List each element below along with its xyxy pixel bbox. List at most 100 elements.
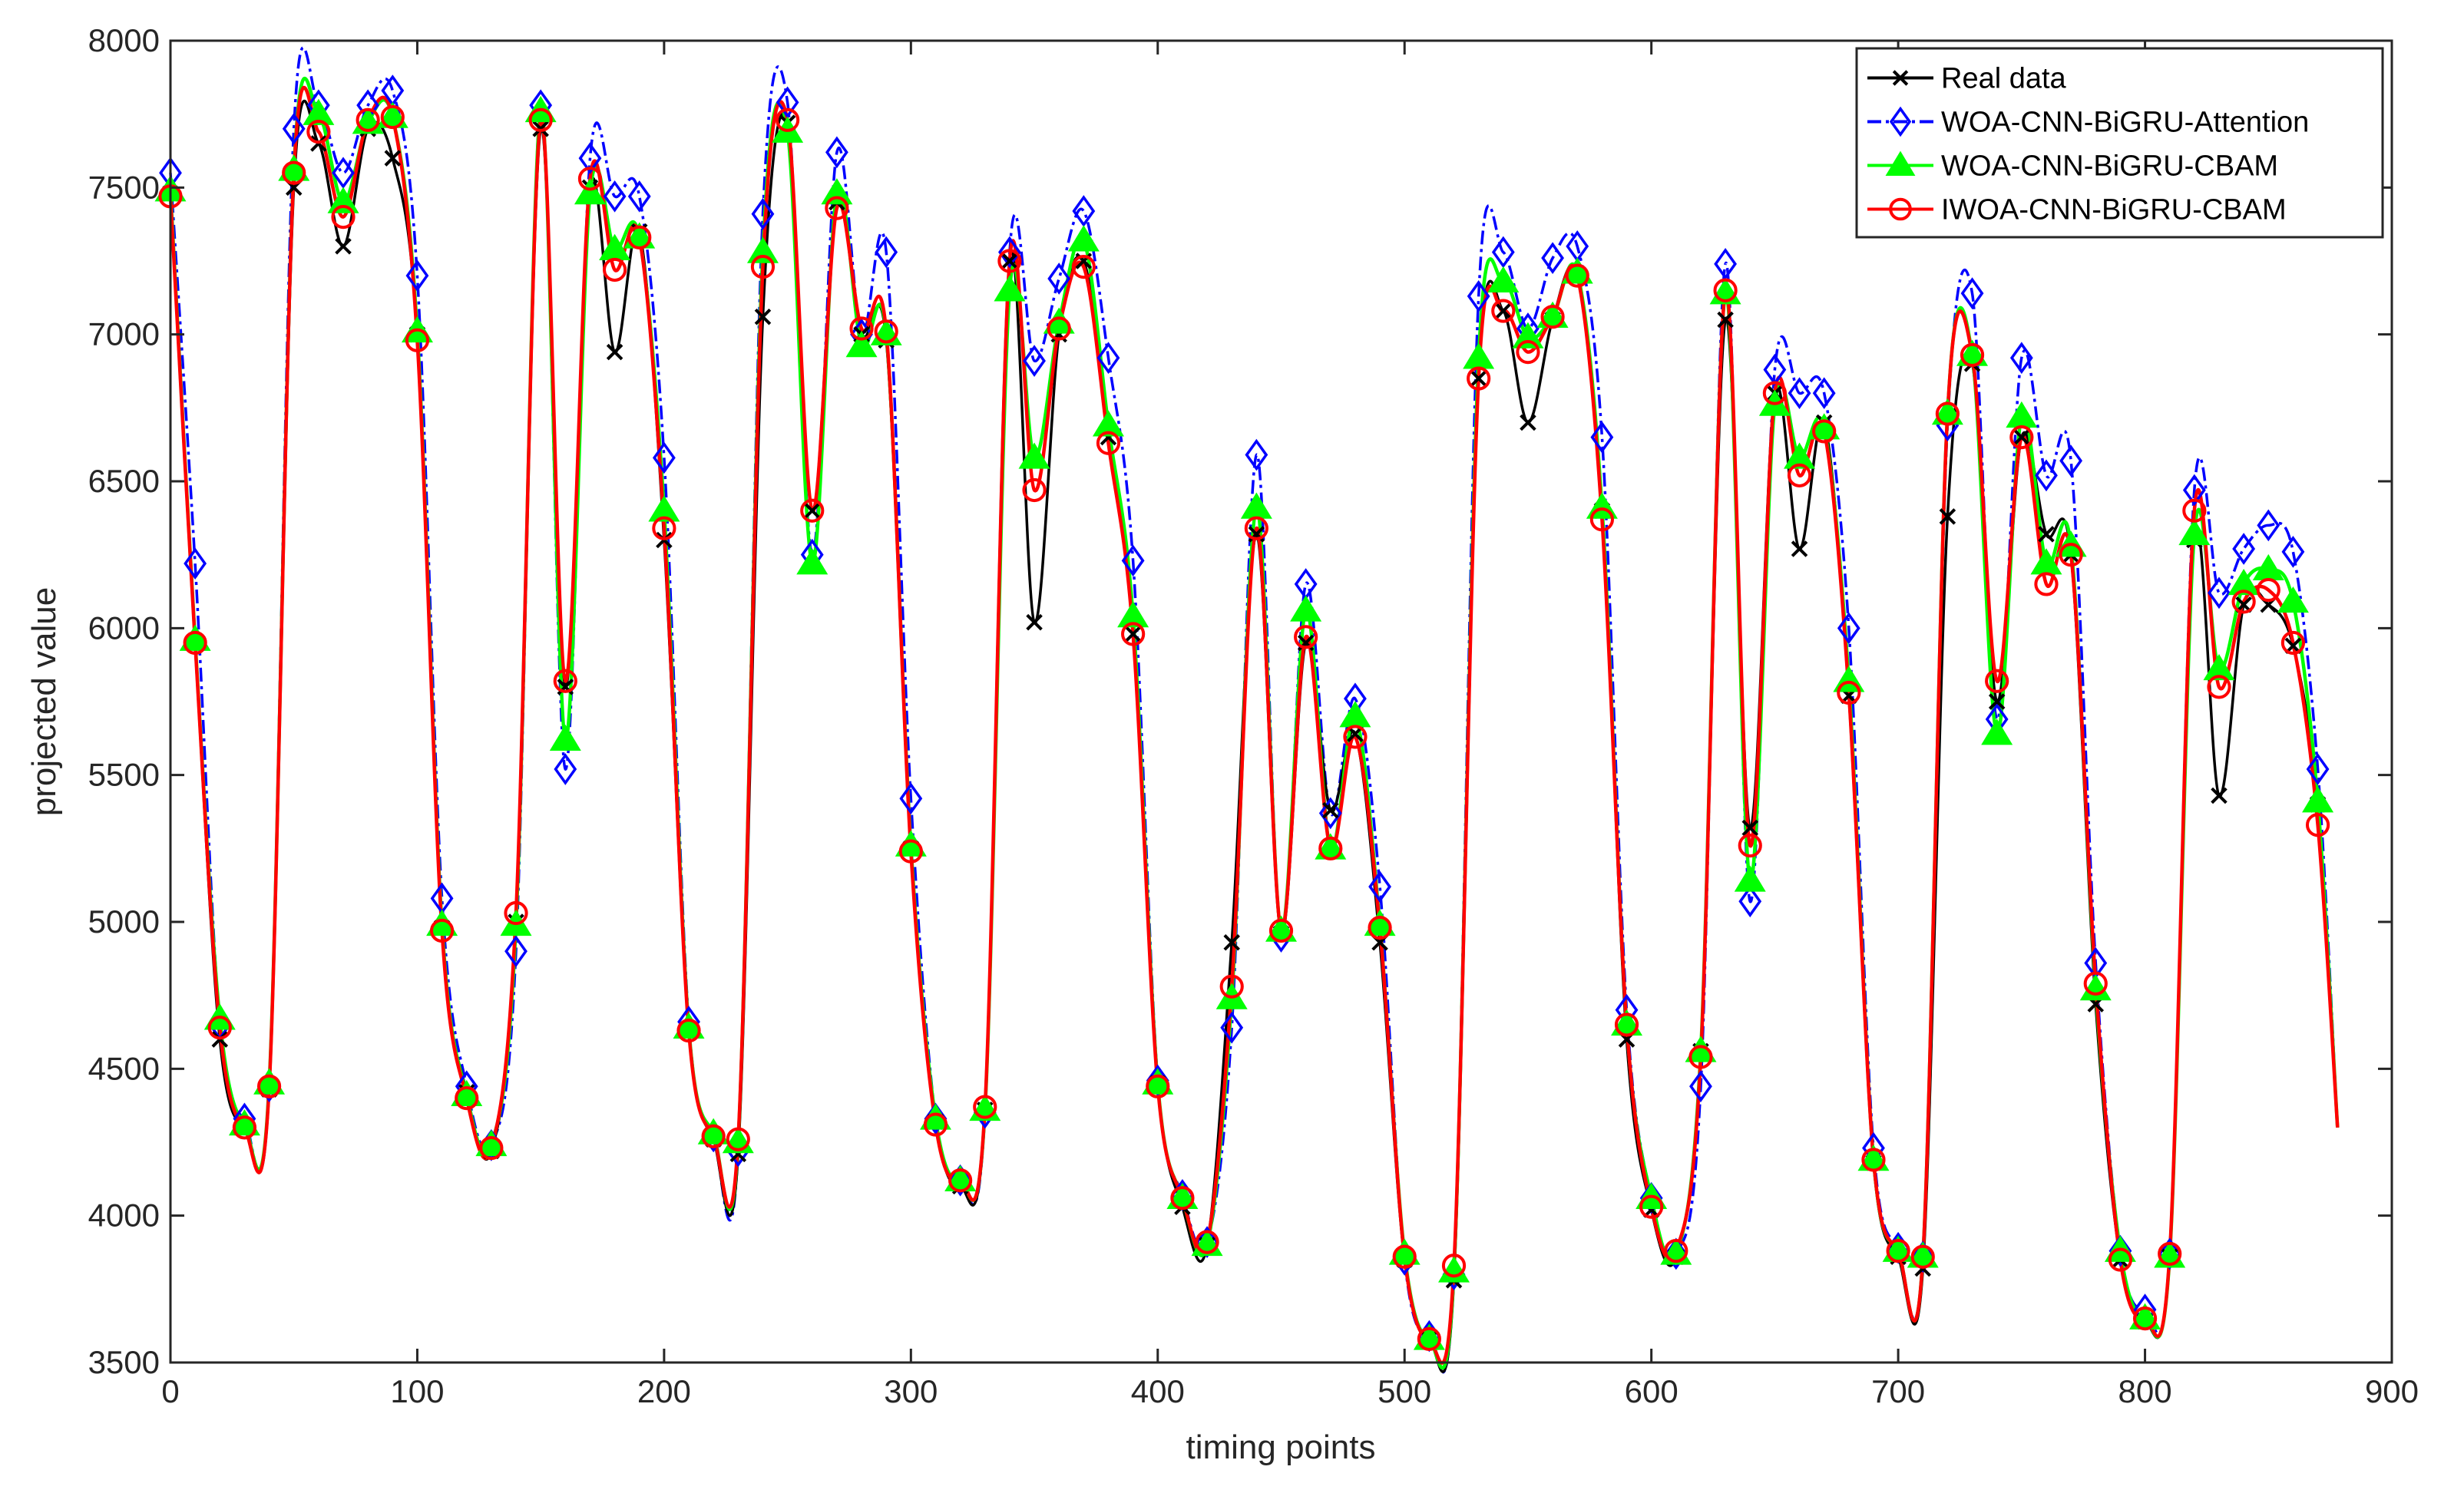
data-point [1294,625,1318,649]
data-point [1717,311,1734,329]
data-point [2302,786,2334,813]
data-point [676,1018,701,1043]
data-point [627,180,651,213]
data-point [1762,381,1787,405]
data-point [1096,342,1120,375]
data-point [1388,1238,1421,1265]
data-point [1589,507,1614,532]
data-point [652,441,676,474]
y-tick-label: 8000 [88,22,160,58]
data-point [1124,626,1142,642]
data-point [973,1095,997,1119]
data-point [948,1164,972,1197]
data-point [1837,680,1861,705]
data-point [455,1086,479,1111]
data-point [1392,1244,1417,1269]
data-point [1244,516,1268,540]
data-point [1516,340,1540,365]
data-point [1417,1326,1441,1351]
data-point [405,259,429,292]
data-point [606,343,623,361]
data-point [228,1109,260,1136]
data-point [1220,1011,1244,1044]
legend-item-woa-cnn-bigru-cbam: WOA-CNN-BiGRU-CBAM [1867,150,2278,183]
data-point [1467,280,1490,312]
x-tick-label: 400 [1131,1373,1185,1409]
legend: Real data WOA-CNN-BiGRU-Attention WOA-CNN-… [1855,47,2384,239]
data-point [1142,1068,1174,1095]
data-point [825,136,848,169]
data-point [1322,801,1339,819]
data-point [648,495,680,522]
data-point [356,107,380,132]
y-tick-label: 7500 [88,169,160,205]
data-point [726,1127,750,1151]
data-point [2277,586,2309,613]
data-point [577,167,603,191]
data-point [1981,718,2013,745]
legend-box [1855,47,2384,239]
y-tick-label: 5500 [88,757,160,793]
data-point [2281,535,2305,568]
data-point [1561,257,1593,284]
data-point [2009,425,2034,450]
x-tick-label: 300 [884,1373,938,1409]
data-point [2038,526,2055,543]
data-point [1026,613,1043,631]
legend-label: WOA-CNN-BiGRU-CBAM [1941,150,2278,183]
data-point [1268,918,1294,943]
data-point [849,316,874,341]
x-tick-label: 800 [2118,1373,2172,1409]
data-point [2257,509,2280,542]
x-tick-label: 100 [390,1373,444,1409]
data-point [1791,540,1808,557]
data-point [1096,431,1121,455]
data-point [1985,669,2009,693]
legend-item-real-data: Real data [1867,63,2067,95]
data-point [475,1129,508,1157]
x-tick-label: 200 [637,1373,691,1409]
data-point [1223,934,1240,951]
data-point [796,548,828,575]
x-tick-label: 900 [2365,1373,2419,1409]
data-point [549,724,581,751]
y-tick-label: 4000 [88,1197,160,1234]
data-point [253,1068,286,1095]
data-point [1491,236,1515,269]
data-point [306,120,331,144]
data-point [2158,1241,2182,1267]
y-tick-label: 7000 [88,316,160,352]
data-point [2208,576,2231,609]
plot-area [170,41,2392,1363]
data-point [754,308,772,325]
data-point [1590,421,1614,454]
data-point [1121,622,1146,646]
data-point [2305,813,2330,837]
data-point [1910,1244,1935,1269]
data-point [451,1079,483,1107]
y-tick-label: 4500 [88,1050,160,1086]
data-point [1837,612,1860,645]
data-point [1170,1186,1195,1211]
data-point [1495,302,1512,319]
data-point [179,624,211,651]
data-point [652,516,676,540]
data-point [1738,885,1762,918]
data-point [183,630,207,656]
data-point [1001,253,1018,269]
data-point [750,255,776,279]
data-point [2178,518,2211,546]
data-point [2211,787,2228,804]
data-point [673,1012,705,1039]
series-markers-woa-cnn-bigru-attention [159,74,2330,1353]
data-point [1219,974,1244,999]
data-point [1639,1194,1664,1219]
data-point [1364,909,1396,936]
data-point [898,839,923,864]
data-point [2009,342,2033,375]
data-point [1713,278,1738,302]
data-point [1734,865,1766,892]
data-point [1121,544,1145,577]
data-point [1487,266,1520,293]
data-point [384,150,402,167]
